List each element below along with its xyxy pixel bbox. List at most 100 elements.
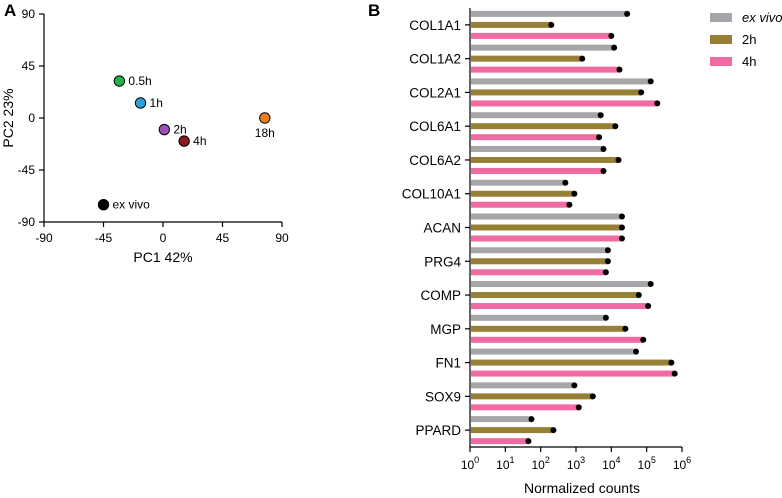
bar-2h — [471, 156, 619, 163]
gene-label: COL6A1 — [409, 119, 461, 134]
bar-end-dot — [635, 292, 642, 299]
tick-base: 10 — [496, 458, 510, 472]
bar-2h — [471, 123, 616, 130]
data-point-label: 0.5h — [128, 74, 151, 88]
bar-2h — [471, 224, 622, 231]
bar-end-dot — [600, 167, 607, 174]
gene-label: MGP — [430, 322, 461, 337]
bar-4h — [471, 134, 600, 141]
bar-end-dot — [571, 190, 578, 197]
bar-end-dot — [624, 10, 631, 17]
bar-2h — [471, 325, 626, 332]
bar-end-dot — [579, 55, 586, 62]
legend-swatch — [710, 57, 732, 66]
x-axis-title: Normalized counts — [524, 480, 640, 496]
bar-2h — [471, 292, 639, 299]
legend-entry: 4h — [742, 54, 756, 69]
bar-end-dot — [575, 404, 582, 411]
data-point-label: 4h — [193, 134, 206, 148]
bar-end-dot — [622, 325, 629, 332]
bar-end-dot — [638, 89, 645, 96]
bar-ex-vivo — [471, 213, 622, 220]
bar-ex-vivo — [471, 10, 628, 17]
pca-scatter-plot: 90 45 0 -45 -90 -90 -45 0 45 90 PC1 42% PC2 23% 0.5h… — [0, 7, 289, 265]
bar-4h — [471, 100, 658, 107]
bar-end-dot — [654, 100, 661, 107]
y-axis-title: PC2 23% — [0, 88, 16, 147]
tick-exponent: 5 — [651, 455, 656, 465]
bar-4h — [471, 269, 606, 276]
bar-end-dot — [604, 247, 611, 254]
y-tick-label: 90 — [22, 7, 36, 21]
bar-4h — [471, 235, 622, 242]
gene-label: COL2A1 — [409, 85, 461, 100]
y-tick-label: 45 — [22, 59, 36, 73]
legend-swatch — [710, 13, 732, 22]
bar-2h — [471, 55, 583, 62]
bar-4h — [471, 32, 612, 39]
x-tick-label: -45 — [95, 231, 113, 245]
gene-label: SOX9 — [425, 389, 461, 404]
tick-base: 10 — [673, 458, 687, 472]
bar-end-dot — [640, 336, 647, 343]
bar-end-dot — [566, 201, 573, 208]
x-tick-label: 103 — [567, 455, 585, 472]
bar-end-dot — [618, 213, 625, 220]
bar-end-dot — [615, 156, 622, 163]
bar-ex-vivo — [471, 44, 615, 51]
data-point — [97, 198, 110, 211]
bar-end-dot — [600, 145, 607, 152]
bar-4h — [471, 370, 675, 377]
gene-label: ACAN — [423, 221, 461, 236]
bar-2h — [471, 427, 554, 434]
bar-end-dot — [571, 382, 578, 389]
bar-end-dot — [633, 348, 640, 355]
x-tick-label: 105 — [637, 455, 655, 472]
tick-base: 10 — [637, 458, 651, 472]
x-tick-label: 45 — [216, 231, 230, 245]
gene-label: COL10A1 — [402, 187, 461, 202]
gene-label: COL6A2 — [409, 153, 461, 168]
tick-base: 10 — [461, 458, 475, 472]
bar-ex-vivo — [471, 179, 566, 186]
bar-ex-vivo — [471, 348, 637, 355]
tick-exponent: 6 — [686, 455, 691, 465]
bar-end-dot — [548, 21, 555, 28]
tick-base: 10 — [531, 458, 545, 472]
bar-2h — [471, 21, 552, 28]
data-point-label: 18h — [255, 126, 275, 140]
tick-base: 10 — [567, 458, 581, 472]
bar-ex-vivo — [471, 281, 651, 288]
panel-b-letter: B — [368, 1, 380, 20]
data-point — [158, 123, 171, 136]
bar-4h — [471, 303, 649, 310]
legend-entry: ex vivo — [742, 10, 782, 25]
bar-end-dot — [647, 281, 654, 288]
bar-end-dot — [604, 258, 611, 265]
tick-base: 10 — [602, 458, 616, 472]
bar-ex-vivo — [471, 247, 608, 254]
panel-a-letter: A — [4, 1, 16, 20]
bar-2h — [471, 258, 608, 265]
y-tick-label: 0 — [28, 111, 35, 125]
bar-end-dot — [618, 224, 625, 231]
y-tick-label: -90 — [18, 215, 36, 229]
gene-label: COL1A2 — [409, 52, 461, 67]
data-point — [134, 97, 147, 109]
bar-4h — [471, 66, 620, 73]
x-tick-label: 0 — [160, 231, 167, 245]
legend-entry: 2h — [742, 32, 756, 47]
data-point — [178, 135, 190, 147]
tick-exponent: 0 — [474, 455, 479, 465]
bar-end-dot — [616, 66, 623, 73]
tick-exponent: 3 — [580, 455, 585, 465]
bar-end-dot — [589, 393, 596, 400]
bar-end-dot — [611, 44, 618, 51]
data-point-label: 1h — [150, 96, 163, 110]
bar-ex-vivo — [471, 314, 606, 321]
bar-2h — [471, 89, 642, 96]
bar-2h — [471, 359, 672, 366]
bar-end-dot — [602, 269, 609, 276]
bar-2h — [471, 393, 593, 400]
